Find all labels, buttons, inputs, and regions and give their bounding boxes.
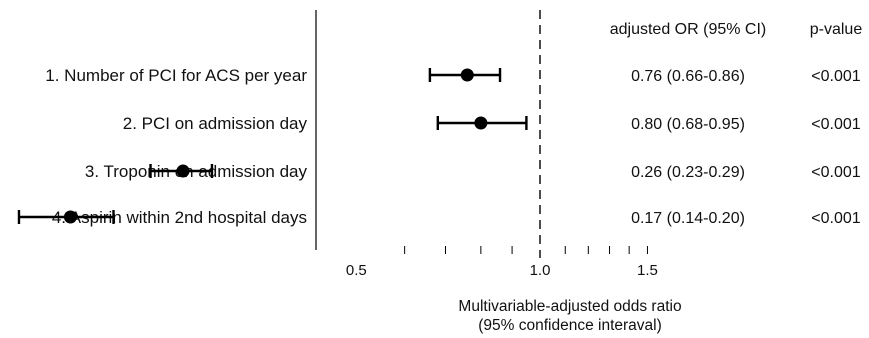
x-axis-ticks: 0.5 1.0 1.5	[346, 246, 658, 279]
or-point	[63, 210, 77, 224]
or-point	[474, 116, 488, 130]
or-point	[460, 68, 474, 82]
x-axis-title-line-1: Multivariable-adjusted odds ratio	[458, 298, 681, 315]
forest-row: 1. Number of PCI for ACS per year 0.76 (0…	[45, 66, 861, 85]
p-value: <0.001	[811, 210, 860, 227]
or-ci-value: 0.17 (0.14-0.20)	[631, 210, 745, 227]
row-label: 1. Number of PCI for ACS per year	[45, 66, 307, 85]
or-ci-value: 0.76 (0.66-0.86)	[631, 68, 745, 85]
forest-row: 3. Troponin on admission day 0.26 (0.23-0…	[85, 162, 861, 181]
p-value: <0.001	[811, 116, 860, 133]
header-adjusted-or: adjusted OR (95% CI)	[610, 21, 767, 38]
forest-rows: 1. Number of PCI for ACS per year 0.76 (0…	[17, 66, 861, 227]
p-value: <0.001	[811, 164, 860, 181]
x-tick-label: 1.0	[530, 262, 551, 279]
row-label: 4. Aspirin within 2nd hospital days	[52, 208, 307, 227]
x-axis-title-line-2: (95% confidence interaval)	[478, 317, 662, 334]
or-point	[176, 164, 190, 178]
forest-row: 2. PCI on admission day 0.80 (0.68-0.95) <…	[123, 114, 861, 133]
or-ci-value: 0.80 (0.68-0.95)	[631, 116, 745, 133]
p-value: <0.001	[811, 68, 860, 85]
forest-row: 4. Aspirin within 2nd hospital days 0.17 …	[17, 208, 861, 227]
header-p-value: p-value	[810, 21, 863, 38]
or-ci-value: 0.26 (0.23-0.29)	[631, 164, 745, 181]
x-tick-label: 1.5	[637, 262, 658, 279]
row-label: 2. PCI on admission day	[123, 114, 308, 133]
x-tick-label: 0.5	[346, 262, 367, 279]
